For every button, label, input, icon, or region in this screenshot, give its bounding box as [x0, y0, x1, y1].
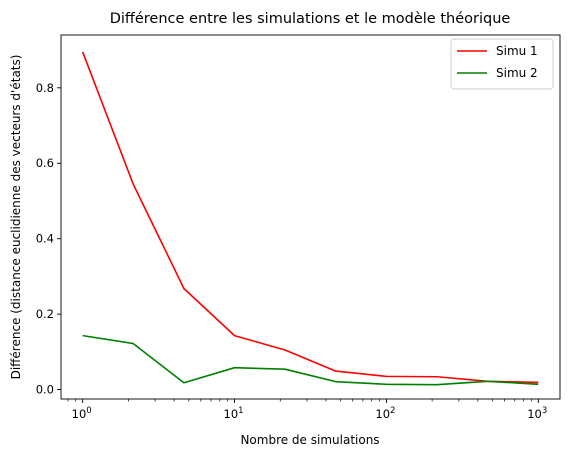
y-axis-label: Différence (distance euclidienne des vec… [9, 55, 23, 380]
legend: Simu 1 Simu 2 [450, 38, 554, 90]
x-axis: 100 101 102 103 [67, 399, 547, 421]
y-tick-label: 0.8 [36, 81, 54, 95]
x-tick-label: 102 [375, 406, 395, 421]
legend-label-1: Simu 1 [496, 44, 538, 58]
legend-label-2: Simu 2 [496, 66, 538, 80]
series-lines [81, 51, 539, 386]
x-tick-label: 100 [72, 406, 92, 421]
plot-area [60, 34, 561, 400]
x-tick-label: 101 [224, 406, 244, 421]
y-axis: 0.0 0.2 0.4 0.6 0.8 [36, 81, 61, 397]
y-tick-label: 0.0 [36, 383, 54, 397]
chart-title: Différence entre les simulations et le m… [110, 11, 511, 27]
x-axis-label: Nombre de simulations [240, 433, 379, 447]
series-line-1 [81, 51, 539, 384]
series-line-2 [82, 334, 539, 386]
y-tick-label: 0.4 [36, 232, 54, 246]
x-tick-label: 103 [527, 406, 547, 421]
y-tick-label: 0.6 [36, 156, 54, 170]
y-tick-label: 0.2 [36, 307, 54, 321]
